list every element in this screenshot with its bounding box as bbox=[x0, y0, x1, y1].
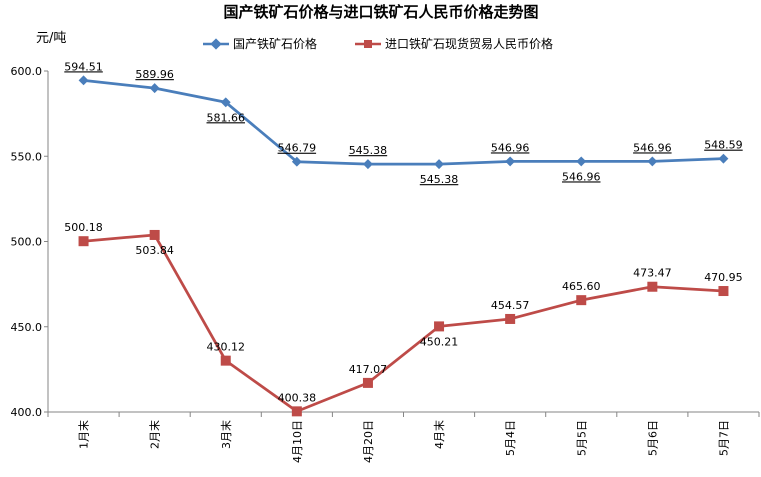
data-point-square bbox=[576, 295, 587, 306]
y-axis-ticks: 400.0 450.0 500.0 550.0 600.0 bbox=[11, 65, 48, 419]
data-label: 546.79 bbox=[278, 142, 317, 155]
series-line-1 bbox=[83, 233, 724, 413]
x-tick-label: 4月10日 bbox=[291, 420, 304, 463]
x-tick-label: 5月6日 bbox=[646, 420, 659, 456]
data-point-square bbox=[78, 236, 89, 247]
plot-area: 594.51 589.96 581.66 546.79 545.38 545.38 546.… bbox=[64, 60, 743, 417]
chart-title: 国产铁矿石价格与进口铁矿石人民币价格走势图 bbox=[223, 3, 538, 21]
data-label: 548.59 bbox=[704, 139, 743, 152]
data-point-square bbox=[434, 321, 445, 332]
data-label: 500.18 bbox=[64, 221, 103, 234]
y-axis-unit-label: 元/吨 bbox=[36, 31, 66, 46]
data-point-diamond bbox=[718, 153, 729, 164]
data-label: 546.96 bbox=[633, 141, 672, 154]
data-point-square bbox=[362, 377, 373, 388]
data-point-diamond bbox=[363, 159, 373, 170]
data-point-square bbox=[149, 229, 160, 240]
data-label: 594.51 bbox=[64, 60, 103, 73]
y-tick-label: 400.0 bbox=[11, 406, 43, 419]
legend-marker-domestic bbox=[210, 38, 222, 50]
data-point-diamond bbox=[434, 159, 444, 170]
data-point-diamond bbox=[149, 83, 160, 94]
x-tick-label: 4月末 bbox=[432, 420, 446, 449]
data-point-square bbox=[220, 355, 231, 366]
legend-label-import: 进口铁矿石现货贸易人民币价格 bbox=[385, 36, 553, 51]
y-tick-label: 550.0 bbox=[11, 150, 43, 163]
data-label: 450.21 bbox=[420, 335, 459, 348]
legend: 国产铁矿石价格 进口铁矿石现货贸易人民币价格 bbox=[203, 36, 553, 51]
data-point-diamond bbox=[647, 156, 658, 167]
x-tick-label: 5月5日 bbox=[575, 420, 588, 456]
data-point-square bbox=[505, 313, 516, 324]
data-point-square bbox=[647, 281, 658, 292]
data-label: 454.57 bbox=[491, 299, 530, 312]
data-label: 470.95 bbox=[704, 271, 743, 284]
data-point-diamond bbox=[291, 156, 302, 167]
data-point-square bbox=[291, 406, 302, 417]
x-tick-label: 1月末 bbox=[77, 420, 91, 449]
data-label: 545.38 bbox=[420, 173, 459, 186]
data-point-diamond bbox=[220, 97, 231, 108]
x-tick-label: 5月4日 bbox=[504, 420, 517, 456]
data-point-diamond bbox=[505, 156, 516, 167]
legend-marker-import bbox=[364, 40, 372, 48]
data-point-diamond bbox=[576, 156, 587, 167]
x-axis-ticks: 1月末 2月末 3月末 4月10日 4月20日 4月末 5月4日 5月5日 5月6日 5月7日 bbox=[47, 412, 760, 463]
y-tick-label: 450.0 bbox=[11, 321, 43, 334]
data-label: 545.38 bbox=[349, 144, 388, 157]
series-line-0 bbox=[83, 78, 724, 166]
data-label: 465.60 bbox=[562, 280, 601, 293]
data-label: 581.66 bbox=[207, 111, 246, 124]
legend-label-domestic: 国产铁矿石价格 bbox=[233, 36, 317, 51]
data-label: 589.96 bbox=[135, 68, 174, 81]
data-label: 546.96 bbox=[562, 170, 601, 183]
y-tick-label: 500.0 bbox=[11, 236, 43, 249]
y-tick-label: 600.0 bbox=[11, 65, 43, 78]
data-point-diamond bbox=[78, 75, 89, 86]
data-label: 503.84 bbox=[135, 244, 174, 257]
data-label: 546.96 bbox=[491, 141, 530, 154]
x-tick-label: 2月末 bbox=[148, 420, 162, 449]
data-label: 473.47 bbox=[633, 267, 672, 280]
x-tick-label: 4月20日 bbox=[362, 420, 375, 463]
x-tick-label: 5月7日 bbox=[717, 420, 730, 456]
x-tick-label: 3月末 bbox=[219, 420, 233, 449]
data-label: 430.12 bbox=[207, 341, 246, 354]
data-label: 400.38 bbox=[278, 391, 317, 404]
data-label: 417.07 bbox=[349, 363, 388, 376]
data-point-square bbox=[718, 286, 729, 297]
